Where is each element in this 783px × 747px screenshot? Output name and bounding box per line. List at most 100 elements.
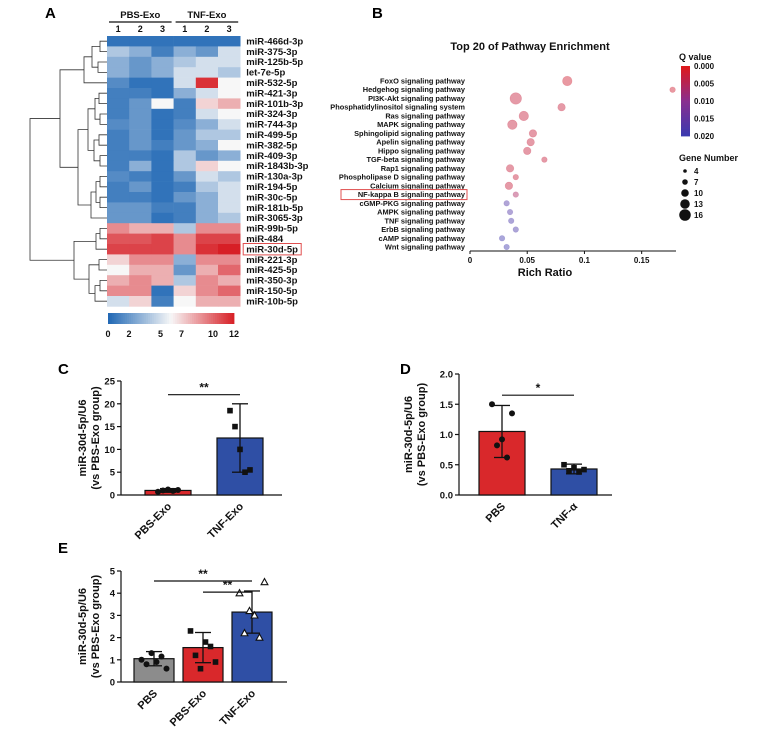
colorbar-segment xyxy=(200,313,203,324)
pathway-enrichment-panel: Top 20 of Pathway Enrichment FoxO signali… xyxy=(330,41,738,279)
pathway-point xyxy=(523,146,532,155)
heatmap-cell xyxy=(218,223,241,234)
y-tick-label: 0 xyxy=(110,491,115,502)
heatmap-cell xyxy=(151,129,174,141)
heatmap-cell xyxy=(151,181,174,193)
colorbar-segment xyxy=(126,313,130,324)
significance-label: ** xyxy=(198,567,208,581)
y-tick-label: 3 xyxy=(110,611,115,622)
colorbar-segment xyxy=(154,313,157,324)
pathway-point xyxy=(504,181,513,190)
heatmap-cell xyxy=(107,36,130,47)
heatmap-cell xyxy=(173,275,197,286)
row-label: miR-10b-5p xyxy=(246,296,298,307)
colorbar-segment xyxy=(206,313,210,324)
pathway-point xyxy=(503,243,510,251)
colorbar-tick: 12 xyxy=(229,329,239,339)
colorbar-segment xyxy=(219,313,222,324)
heatmap-cell xyxy=(218,192,241,203)
heatmap-cell xyxy=(129,212,152,224)
heatmap-cell xyxy=(129,285,152,297)
dendrogram-branch xyxy=(77,129,91,206)
heatmap-cell xyxy=(195,202,219,214)
heatmap-cell xyxy=(129,202,152,214)
heatmap-cell xyxy=(151,88,174,99)
colorbar-segment xyxy=(147,313,151,324)
colorbar-segment xyxy=(112,313,115,324)
colorbar-segment xyxy=(204,313,208,324)
colorbar-segment xyxy=(139,313,142,324)
heatmap-cell xyxy=(195,36,219,47)
colorbar-segment xyxy=(229,313,233,324)
heatmap-cell xyxy=(195,160,219,172)
dendrogram-branch xyxy=(98,259,107,271)
data-point xyxy=(165,486,171,493)
y-tick-label: 25 xyxy=(104,377,115,388)
row-label: miR-1843b-3p xyxy=(246,161,308,172)
colorbar-segment xyxy=(192,313,195,324)
heatmap-cell xyxy=(107,202,130,214)
y-axis-label: (vs PBS-Exo group) xyxy=(416,383,428,487)
colorbar-segment xyxy=(131,313,134,324)
colorbar-segment xyxy=(110,313,113,324)
heatmap-cell xyxy=(218,296,241,307)
column-label: 2 xyxy=(204,24,209,34)
panel-label-a: A xyxy=(45,5,56,22)
heatmap-cell xyxy=(195,181,219,193)
y-tick-label: 15 xyxy=(104,422,115,433)
heatmap-cell xyxy=(107,160,130,172)
row-label: miR-375-3p xyxy=(246,47,297,58)
heatmap-cell xyxy=(151,285,174,297)
heatmap-cell xyxy=(173,46,197,58)
heatmap-cell xyxy=(173,160,197,172)
data-point xyxy=(509,410,515,417)
row-label: miR-125b-5p xyxy=(246,57,303,68)
category-label: PBS xyxy=(484,501,508,525)
dendrogram-branch xyxy=(73,241,96,280)
heatmap-cell xyxy=(173,192,197,203)
heatmap-cell xyxy=(129,46,152,58)
pathway-label: Hedgehog signaling pathway xyxy=(363,85,466,94)
heatmap-cell xyxy=(195,192,219,203)
heatmap-cell xyxy=(195,171,219,182)
heatmap-cell xyxy=(218,254,241,266)
colorbar-segment xyxy=(187,313,191,324)
colorbar-segment xyxy=(162,313,166,324)
heatmap-cell xyxy=(129,150,152,162)
q-legend-segment xyxy=(681,101,690,104)
heatmap-cell xyxy=(151,233,174,245)
heatmap-cell xyxy=(107,296,130,307)
colorbar-tick: 2 xyxy=(126,329,131,339)
dendrogram-branch xyxy=(95,233,107,250)
heatmap-cell xyxy=(151,46,174,58)
y-tick-label: 5 xyxy=(110,468,116,479)
pathway-label: Phospholipase D signaling pathway xyxy=(339,173,466,182)
heatmap-cell xyxy=(195,129,219,141)
heatmap-cell xyxy=(129,296,152,307)
heatmap-cell xyxy=(173,150,197,162)
heatmap-cell xyxy=(129,233,152,245)
q-legend-tick: 0.005 xyxy=(694,80,715,89)
group-label: TNF-Exo xyxy=(187,10,226,21)
q-legend-segment xyxy=(681,73,690,76)
colorbar-segment xyxy=(152,313,155,324)
size-legend-dot xyxy=(680,199,690,209)
heatmap-cell xyxy=(195,67,219,78)
data-point xyxy=(504,454,510,461)
data-point xyxy=(197,665,204,672)
q-legend-segment xyxy=(681,71,690,74)
heatmap-cell xyxy=(173,244,197,255)
panel-label-e: E xyxy=(58,540,68,557)
colorbar-tick: 7 xyxy=(179,329,184,339)
row-label: miR-30d-5p xyxy=(246,244,298,255)
bar-chart-d: 0.0 0.5 1.0 1.5 2.0 miR-30d-5p/U6 (vs PBS-Exo … xyxy=(403,370,612,532)
heatmap-cell xyxy=(129,192,152,203)
size-legend-dot xyxy=(679,209,691,221)
pathway-point xyxy=(669,86,676,93)
dendrogram-branch xyxy=(29,118,74,261)
heatmap-cell xyxy=(173,98,197,110)
highlight-box xyxy=(242,243,302,256)
heatmap-cell xyxy=(173,233,197,245)
significance-label: * xyxy=(536,381,541,395)
heatmap-cell xyxy=(151,67,174,78)
